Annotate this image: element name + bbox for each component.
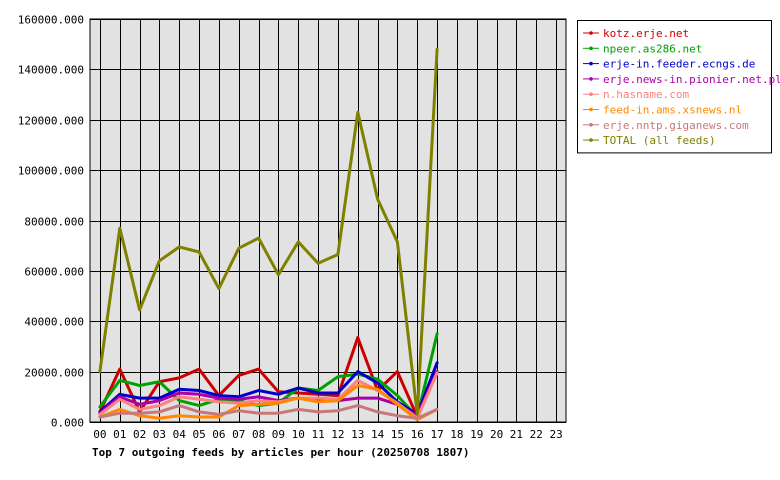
- y-tick-label: 60000.000: [24, 266, 84, 279]
- x-tick-label: 15: [391, 428, 404, 441]
- x-tick-label: 13: [351, 428, 364, 441]
- legend-swatch-marker: [589, 138, 593, 142]
- x-tick-label: 00: [93, 428, 106, 441]
- x-tick-label: 06: [212, 428, 225, 441]
- y-tick-label: 0.000: [51, 417, 84, 430]
- legend-box: [577, 20, 772, 154]
- x-tick-label: 22: [530, 428, 543, 441]
- x-tick-label: 09: [272, 428, 285, 441]
- series-line: [98, 370, 439, 418]
- series-line: [98, 361, 439, 416]
- x-tick-label: 20: [490, 428, 503, 441]
- series-line: [98, 404, 439, 420]
- x-tick-label: 12: [331, 428, 344, 441]
- y-tick-label: 20000.000: [24, 367, 84, 380]
- y-tick-label: 40000.000: [24, 316, 84, 329]
- legend-swatch-marker: [589, 123, 593, 127]
- x-tick-label: 21: [510, 428, 523, 441]
- legend-label: npeer.as286.net: [603, 42, 702, 55]
- legend-swatch-marker: [589, 92, 593, 96]
- legend-swatch-marker: [589, 61, 593, 66]
- x-tick-label: 04: [173, 428, 187, 441]
- legend-swatch-marker: [589, 107, 593, 112]
- y-tick-label: 80000.000: [24, 216, 84, 229]
- series-line: [98, 384, 439, 421]
- legend-label: erje.nntp.giganews.com: [603, 119, 749, 132]
- legend-label: n.hasname.com: [603, 88, 689, 101]
- legend-label: kotz.erje.net: [603, 27, 689, 40]
- x-tick-label: 18: [450, 428, 463, 441]
- x-tick-label: 07: [232, 428, 245, 441]
- x-tick-label: 16: [411, 428, 424, 441]
- legend-swatch-marker: [589, 46, 593, 51]
- chart-title: Top 7 outgoing feeds by articles per hou…: [92, 446, 470, 459]
- x-tick-label: 05: [192, 428, 205, 441]
- legend-label: erje-in.feeder.ecngs.de: [603, 58, 755, 71]
- series-line: [98, 47, 439, 416]
- x-tick-label: 14: [371, 428, 385, 441]
- y-tick-label: 100000.000: [18, 165, 84, 178]
- y-tick-label: 120000.000: [18, 115, 84, 128]
- legend: kotz.erje.net npeer.as286.net erje-in.feed…: [577, 20, 780, 154]
- x-tick-label: 08: [252, 428, 265, 441]
- x-tick-label: 03: [153, 428, 166, 441]
- x-tick-label: 01: [113, 428, 126, 441]
- y-tick-label: 140000.000: [18, 64, 84, 77]
- plot-area: 0.000 20000.000 40000.000 60000.000 80000.00…: [18, 14, 567, 441]
- x-tick-label: 11: [311, 428, 324, 441]
- y-tick-label: 160000.000: [18, 14, 84, 27]
- x-tick-label: 02: [133, 428, 146, 441]
- legend-label: feed-in.ams.xsnews.nl: [603, 104, 742, 117]
- plot-background: [89, 18, 567, 423]
- x-tick-label: 10: [292, 428, 305, 441]
- legend-label: TOTAL (all feeds): [603, 134, 716, 147]
- x-tick-label: 19: [470, 428, 483, 441]
- legend-swatch-marker: [589, 31, 593, 35]
- x-tick-label: 23: [549, 428, 562, 441]
- legend-swatch-marker: [589, 77, 593, 81]
- x-tick-label: 17: [430, 428, 443, 441]
- legend-label: erje.news-in.pionier.net.pl: [603, 73, 780, 86]
